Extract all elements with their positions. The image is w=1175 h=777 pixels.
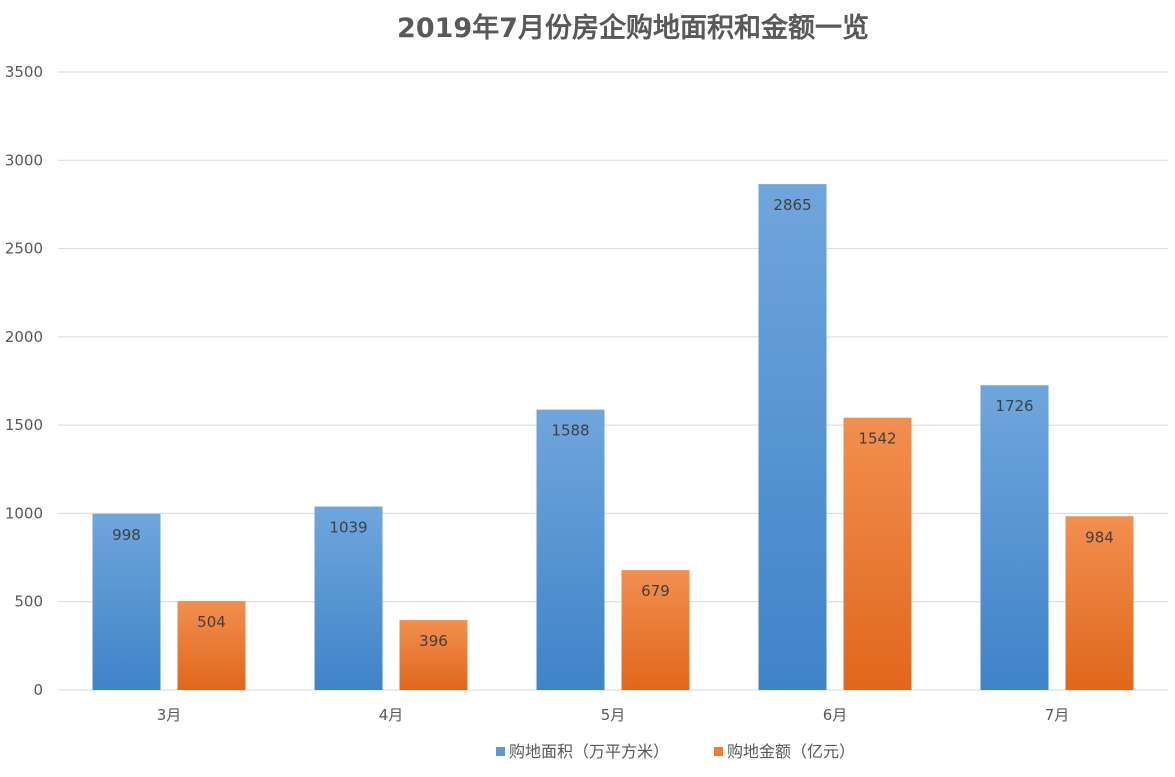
y-tick-label: 3500 xyxy=(5,63,43,81)
bar xyxy=(758,184,827,690)
y-tick-label: 1000 xyxy=(5,504,43,522)
bar xyxy=(843,417,912,690)
data-label: 396 xyxy=(419,632,448,650)
bar xyxy=(92,513,161,690)
y-tick-label: 3000 xyxy=(5,151,43,169)
bar xyxy=(536,409,605,690)
bar xyxy=(980,385,1049,690)
x-tick-label: 5月 xyxy=(601,706,626,724)
legend-swatch xyxy=(496,747,505,756)
chart-title: 2019年7月份房企购地面积和金额一览 xyxy=(397,12,869,44)
data-label: 504 xyxy=(197,613,226,631)
x-tick-label: 3月 xyxy=(157,706,182,724)
bar xyxy=(177,601,246,690)
data-label: 1726 xyxy=(995,397,1033,415)
y-tick-label: 0 xyxy=(33,681,43,699)
legend-entry: 购地金额（亿元） xyxy=(727,742,855,761)
data-label: 984 xyxy=(1085,528,1114,546)
legend-entry: 购地面积（万平方米） xyxy=(509,742,669,761)
data-label: 2865 xyxy=(773,196,811,214)
bar xyxy=(399,620,468,690)
data-label: 998 xyxy=(112,526,141,544)
x-tick-label: 6月 xyxy=(823,706,848,724)
legend-swatch xyxy=(714,747,723,756)
x-tick-label: 4月 xyxy=(379,706,404,724)
x-axis: 3月 4月 5月 6月 7月 xyxy=(157,706,1070,724)
bar xyxy=(314,506,383,690)
x-tick-label: 7月 xyxy=(1045,706,1070,724)
y-tick-label: 1500 xyxy=(5,416,43,434)
y-axis: 0 500 1000 1500 2000 2500 3000 3500 xyxy=(5,63,43,699)
bar xyxy=(1065,516,1134,690)
data-label: 1039 xyxy=(329,519,367,537)
y-tick-label: 2500 xyxy=(5,240,43,258)
y-tick-label: 500 xyxy=(14,593,43,611)
bar xyxy=(621,570,690,690)
data-label: 1542 xyxy=(858,430,896,448)
bars: 998 504 1039 396 1588 679 2865 1542 1726 984 xyxy=(92,184,1134,690)
y-tick-label: 2000 xyxy=(5,328,43,346)
data-label: 679 xyxy=(641,582,670,600)
data-label: 1588 xyxy=(551,422,589,440)
legend: 购地面积（万平方米） 购地金额（亿元） xyxy=(496,742,855,761)
